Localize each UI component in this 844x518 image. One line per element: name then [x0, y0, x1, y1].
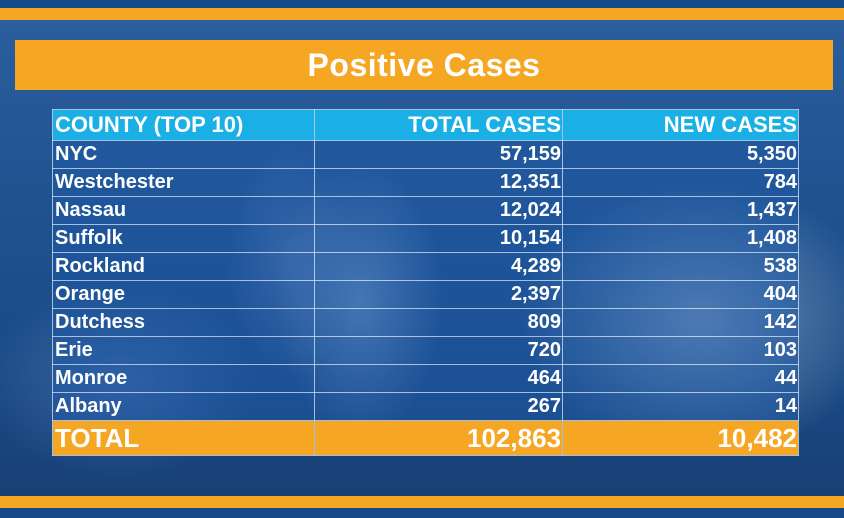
total-cases-cell: 720 [314, 336, 563, 365]
header-new-cases: NEW CASES [562, 109, 799, 141]
page-title: Positive Cases [307, 46, 541, 83]
new-cases-cell: 404 [562, 280, 799, 309]
title-banner: Positive Cases [15, 40, 833, 90]
county-cell: Orange [52, 280, 315, 309]
total-cases-cell: 12,024 [314, 196, 563, 225]
new-cases-cell: 103 [562, 336, 799, 365]
table-row: Dutchess 809 142 [52, 308, 799, 337]
table-row: Suffolk 10,154 1,408 [52, 224, 799, 253]
header-total-cases: TOTAL CASES [314, 109, 563, 141]
total-cases-cell: 10,154 [314, 224, 563, 253]
new-cases-cell: 5,350 [562, 140, 799, 169]
table-row: Monroe 464 44 [52, 364, 799, 393]
table-row: Nassau 12,024 1,437 [52, 196, 799, 225]
county-cell: Westchester [52, 168, 315, 197]
new-cases-cell: 14 [562, 392, 799, 421]
county-cell: Suffolk [52, 224, 315, 253]
county-cell: Rockland [52, 252, 315, 281]
county-cell: NYC [52, 140, 315, 169]
total-cases-cell: 464 [314, 364, 563, 393]
table-row: Orange 2,397 404 [52, 280, 799, 309]
total-label: TOTAL [52, 420, 315, 456]
table-row: Erie 720 103 [52, 336, 799, 365]
county-cell: Albany [52, 392, 315, 421]
total-cases-cell: 2,397 [314, 280, 563, 309]
top-stripe [0, 0, 844, 8]
county-cell: Dutchess [52, 308, 315, 337]
new-cases-cell: 1,437 [562, 196, 799, 225]
bottom-stripe [0, 508, 844, 518]
county-cell: Nassau [52, 196, 315, 225]
total-cases-cell: 809 [314, 308, 563, 337]
total-cases-sum: 102,863 [314, 420, 563, 456]
table-row: Westchester 12,351 784 [52, 168, 799, 197]
new-cases-cell: 142 [562, 308, 799, 337]
new-cases-sum: 10,482 [562, 420, 799, 456]
new-cases-cell: 44 [562, 364, 799, 393]
table-row: Albany 267 14 [52, 392, 799, 421]
total-cases-cell: 12,351 [314, 168, 563, 197]
new-cases-cell: 784 [562, 168, 799, 197]
top-accent-bar [0, 8, 844, 20]
total-row: TOTAL 102,863 10,482 [52, 420, 799, 456]
county-cell: Monroe [52, 364, 315, 393]
total-cases-cell: 4,289 [314, 252, 563, 281]
new-cases-cell: 1,408 [562, 224, 799, 253]
bottom-accent-bar [0, 496, 844, 508]
positive-cases-table: COUNTY (TOP 10) TOTAL CASES NEW CASES NY… [52, 109, 799, 456]
total-cases-cell: 267 [314, 392, 563, 421]
header-county: COUNTY (TOP 10) [52, 109, 315, 141]
table-header-row: COUNTY (TOP 10) TOTAL CASES NEW CASES [52, 109, 799, 141]
total-cases-cell: 57,159 [314, 140, 563, 169]
table-row: NYC 57,159 5,350 [52, 140, 799, 169]
new-cases-cell: 538 [562, 252, 799, 281]
county-cell: Erie [52, 336, 315, 365]
table-row: Rockland 4,289 538 [52, 252, 799, 281]
